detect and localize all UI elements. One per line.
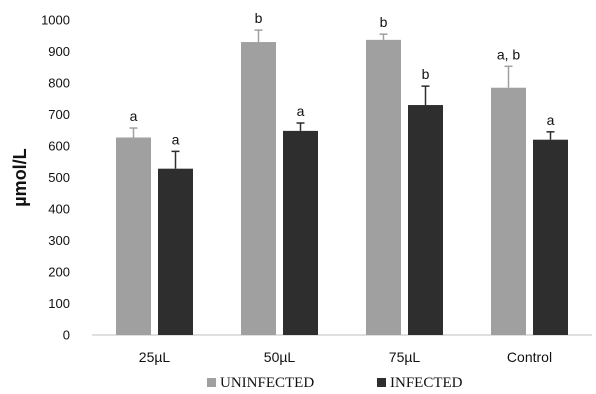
y-tick-label: 900 <box>48 44 70 59</box>
category-group: bb <box>366 14 443 335</box>
y-tick-label: 600 <box>48 139 70 154</box>
significance-label: a, b <box>497 46 521 62</box>
significance-label: a <box>547 112 555 128</box>
infected-bar <box>283 130 318 335</box>
infected-bar <box>533 139 568 335</box>
infected-bar <box>158 168 193 335</box>
y-tick-label: 0 <box>63 328 70 343</box>
y-tick-label: 800 <box>48 76 70 91</box>
legend-item-uninfected: UNINFECTED <box>207 375 314 391</box>
legend-swatch <box>207 378 216 387</box>
significance-label: b <box>255 10 263 26</box>
y-axis: 0 100 200 300 400 500 600 700 800 900 1000 <box>41 13 70 343</box>
category-group: a, b a <box>491 46 568 335</box>
uninfected-bar <box>241 42 276 336</box>
y-tick-label: 700 <box>48 107 70 122</box>
legend: UNINFECTED INFECTED <box>207 375 463 391</box>
significance-label: a <box>297 103 305 119</box>
y-axis-label: µmol/L <box>10 148 30 206</box>
y-tick-label: 500 <box>48 170 70 185</box>
y-tick-label: 200 <box>48 265 70 280</box>
legend-label: INFECTED <box>390 375 463 391</box>
x-tick-label: Control <box>507 349 552 365</box>
uninfected-bar <box>116 137 151 335</box>
significance-label: a <box>130 108 138 124</box>
legend-label: UNINFECTED <box>220 375 314 391</box>
x-tick-label: 25µL <box>139 349 171 365</box>
uninfected-bar <box>366 39 401 335</box>
category-group: aa <box>116 108 193 335</box>
category-group: ba <box>241 10 318 336</box>
y-tick-label: 300 <box>48 233 70 248</box>
x-tick-label: 75µL <box>389 349 421 365</box>
y-tick-label: 100 <box>48 296 70 311</box>
significance-label: a <box>172 131 180 147</box>
significance-label: b <box>380 14 388 30</box>
infected-bar <box>408 105 443 335</box>
x-axis: 25µL 50µL 75µL Control <box>92 334 592 365</box>
uninfected-bar <box>491 87 526 335</box>
legend-item-infected: INFECTED <box>377 375 463 391</box>
y-tick-label: 1000 <box>41 13 70 28</box>
x-tick-label: 50µL <box>264 349 296 365</box>
y-tick-label: 400 <box>48 202 70 217</box>
significance-label: b <box>422 66 430 82</box>
legend-swatch <box>377 378 386 387</box>
